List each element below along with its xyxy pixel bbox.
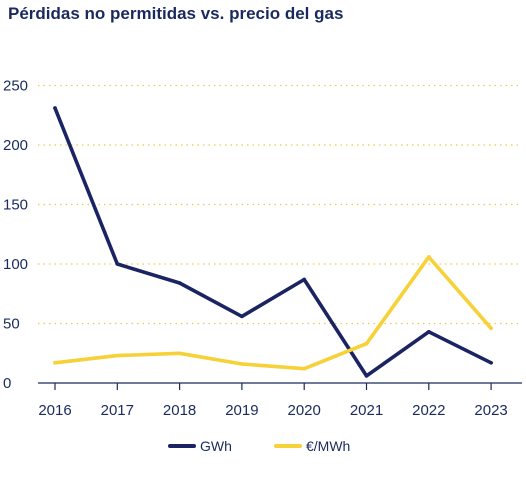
y-tick-label: 250 <box>3 78 28 95</box>
chart-title: Pérdidas no permitidas vs. precio del ga… <box>8 4 344 23</box>
data-point <box>302 366 307 371</box>
y-tick-label: 200 <box>3 137 28 154</box>
legend: GWh €/MWh <box>168 438 350 454</box>
data-point <box>53 360 57 365</box>
data-point <box>53 106 57 110</box>
x-tick-label: 2022 <box>412 402 445 419</box>
data-point <box>489 326 493 331</box>
y-tick-label: 0 <box>3 375 11 392</box>
data-point <box>489 360 493 365</box>
data-point <box>115 262 120 266</box>
series-2 <box>53 255 493 371</box>
x-tick-label: 2023 <box>474 402 507 419</box>
data-point <box>364 374 369 378</box>
data-point <box>240 362 244 366</box>
gridlines <box>38 84 522 325</box>
legend-label: €/MWh <box>306 438 350 454</box>
series-line <box>53 255 493 371</box>
x-tick-label: 2016 <box>38 402 71 419</box>
legend-item: €/MWh <box>274 438 350 454</box>
y-tick-label: 100 <box>3 256 28 273</box>
data-point <box>427 330 431 334</box>
data-point <box>364 341 369 346</box>
x-tick-label: 2019 <box>225 402 258 419</box>
legend-item: GWh <box>168 438 232 454</box>
data-point <box>427 255 431 259</box>
y-tick-label: 150 <box>3 197 28 214</box>
data-point <box>115 353 120 358</box>
data-point <box>240 314 244 319</box>
x-tick-label: 2021 <box>350 402 383 419</box>
x-axis-ticks: 2016 2017 2018 2019 2020 2021 2022 2023 <box>38 383 508 419</box>
data-point <box>177 281 182 285</box>
legend-label: GWh <box>200 438 232 454</box>
data-point <box>302 277 307 282</box>
y-tick-label: 50 <box>3 316 20 333</box>
data-point <box>177 351 182 356</box>
series-1 <box>53 106 493 378</box>
x-tick-label: 2020 <box>288 402 321 419</box>
series-lines <box>53 106 493 378</box>
y-axis-ticks: 0 50 100 150 200 250 <box>3 78 28 393</box>
x-tick-label: 2017 <box>101 402 134 419</box>
x-tick-label: 2018 <box>163 402 196 419</box>
series-line <box>53 106 493 378</box>
